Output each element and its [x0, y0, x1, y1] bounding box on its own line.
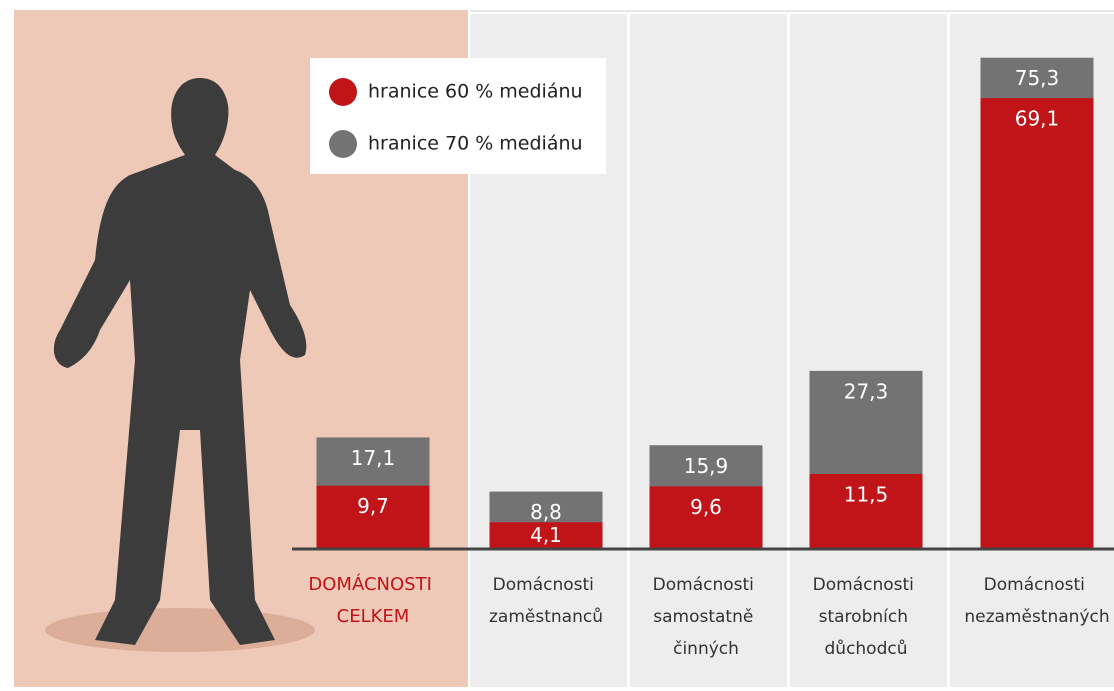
value-label: 27,3 [844, 379, 889, 403]
value-label: 15,9 [684, 454, 729, 478]
value-label: 69,1 [1015, 107, 1060, 131]
value-label: 17,1 [351, 446, 396, 470]
value-label: 9,7 [357, 494, 389, 518]
value-label: 9,6 [690, 495, 722, 519]
legend-marker [329, 78, 357, 106]
chart: 17,1 9,7 8,84,1 15,9 9,6 27,3 11,5 75,3 69,1 hra… [0, 0, 1114, 687]
shadow [45, 608, 315, 652]
value-label: 75,3 [1015, 66, 1060, 90]
value-label: 8,8 [530, 500, 562, 524]
legend-label: hranice 70 % mediánu [368, 133, 583, 155]
legend-label: hranice 60 % mediánu [368, 81, 583, 103]
bar [981, 98, 1094, 549]
legend [310, 58, 606, 174]
value-label: 11,5 [844, 482, 889, 506]
legend-marker [329, 130, 357, 158]
x-tick-label: Domácnosti starobních důchodců [813, 575, 920, 659]
value-label: 4,1 [530, 523, 562, 547]
